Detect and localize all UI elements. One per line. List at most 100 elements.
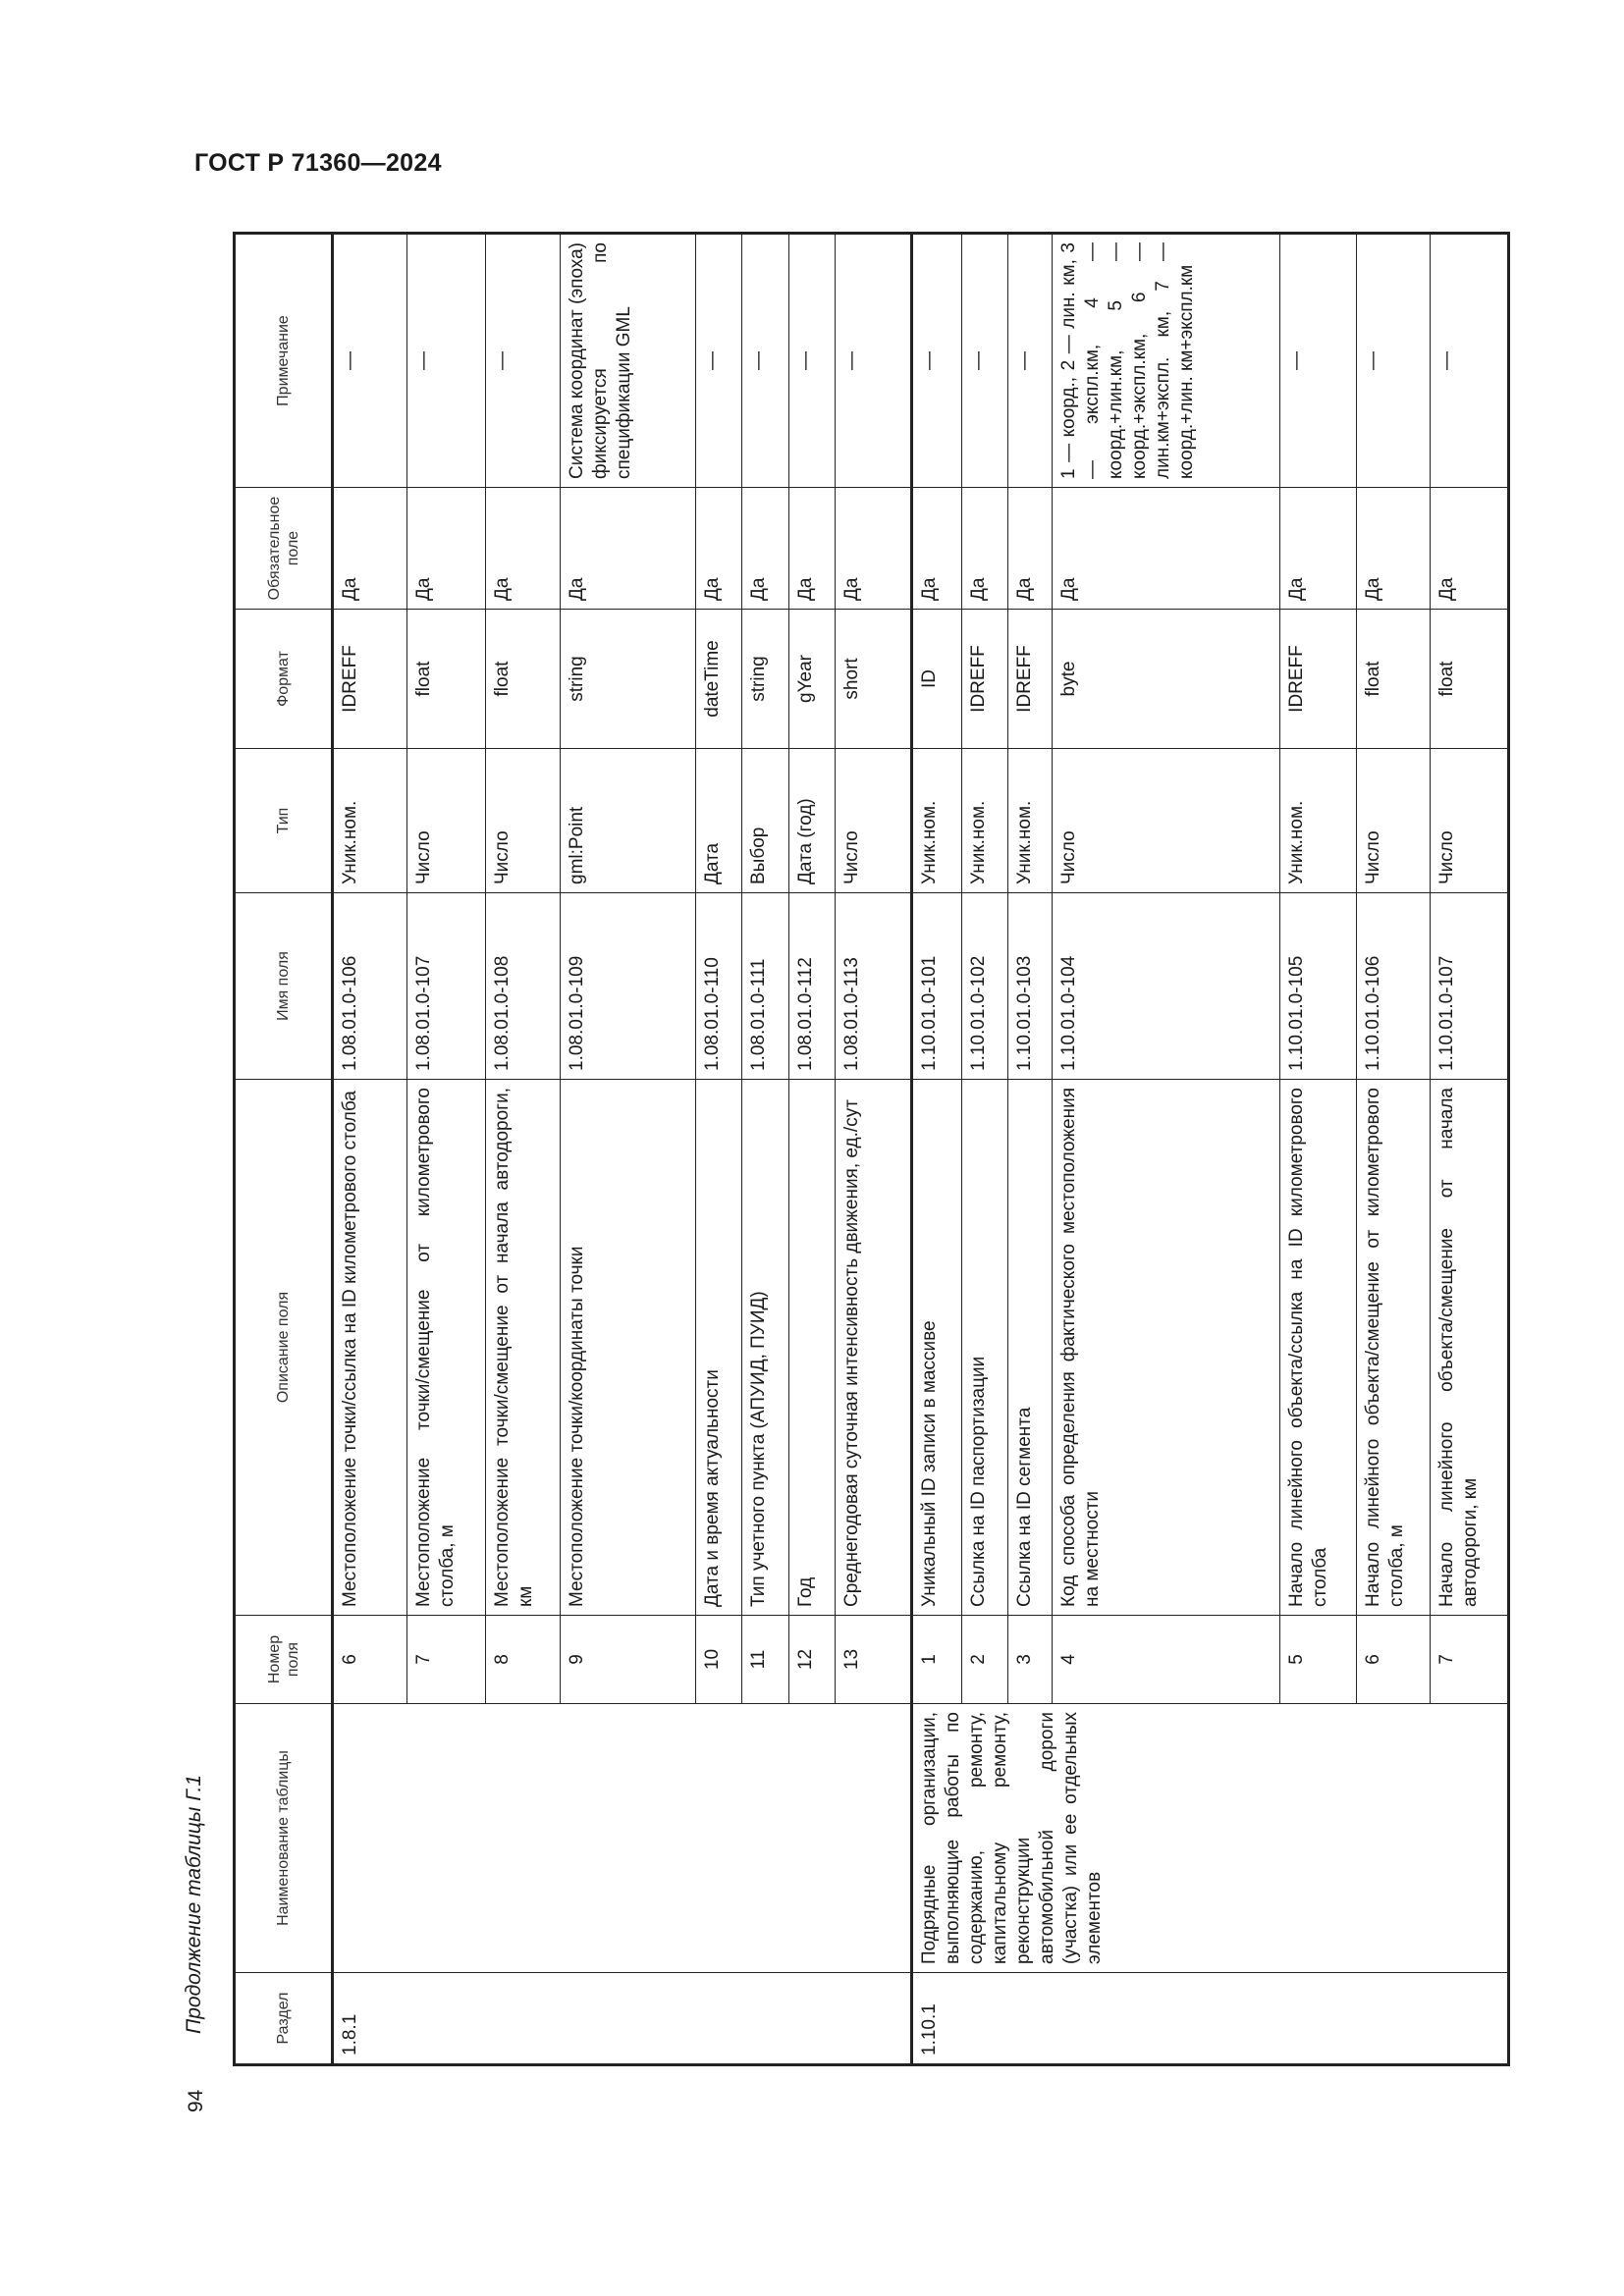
required-cell: Да [1279,487,1357,610]
rotated-table-container: Раздел Наименование таблицы Номер поля Опис… [233,232,1510,2066]
format-cell: byte [1052,609,1280,749]
column-header-note: Примечание [234,233,333,488]
required-cell: Да [485,487,561,610]
format-cell: IDREFF [1279,609,1357,749]
desc-cell: Местоположение точки/смещение от начала … [485,1079,561,1616]
note-cell: — [741,233,789,488]
desc-cell: Местоположение точки/ссылка на ID киломе… [332,1079,407,1616]
note-cell: — [695,233,742,488]
type-cell: Число [835,748,912,893]
format-cell: gYear [788,609,836,749]
field-cell: 1.10.01.0-105 [1279,892,1357,1080]
desc-cell: Код способа определения фактического мес… [1052,1079,1280,1616]
format-cell: dateTime [695,609,742,749]
column-header-field-name: Имя поля [234,892,333,1080]
type-cell: Уник.ном. [1279,748,1357,893]
field-cell: 1.08.01.0-110 [695,892,742,1080]
format-cell: float [406,609,486,749]
required-cell: Да [1052,487,1280,610]
num-cell: 7 [406,1615,486,1704]
type-cell: Число [406,748,486,893]
field-cell: 1.08.01.0-109 [560,892,696,1080]
num-cell: 6 [332,1615,407,1704]
field-cell: 1.10.01.0-107 [1430,892,1509,1080]
table-name-cell [332,1703,912,1973]
field-cell: 1.10.01.0-102 [961,892,1008,1080]
section-cell: 1.10.1 [911,1972,1509,2065]
required-cell: Да [788,487,836,610]
type-cell: gml:Point [560,748,696,893]
field-cell: 1.08.01.0-107 [406,892,486,1080]
desc-cell: Дата и время актуальности [695,1079,742,1616]
required-cell: Да [560,487,696,610]
num-cell: 4 [1052,1615,1280,1704]
field-cell: 1.08.01.0-112 [788,892,836,1080]
desc-cell: Ссылка на ID паспортизации [961,1079,1008,1616]
type-cell: Число [485,748,561,893]
format-cell: IDREFF [961,609,1008,749]
field-cell: 1.10.01.0-104 [1052,892,1280,1080]
format-cell: ID [911,609,962,749]
required-cell: Да [1430,487,1509,610]
num-cell: 6 [1356,1615,1431,1704]
format-cell: IDREFF [332,609,407,749]
page-number: 94 [185,2089,207,2112]
column-header-field-number: Номер поля [234,1615,333,1704]
desc-cell: Год [788,1079,836,1616]
note-cell: Система координат (эпоха) фиксируется по… [560,233,696,488]
note-cell: — [406,233,486,488]
format-cell: short [835,609,912,749]
type-cell: Уник.ном. [911,748,962,893]
note-cell: — [911,233,962,488]
required-cell: Да [741,487,789,610]
note-cell: — [332,233,407,488]
table-caption: Продолжение таблицы Г.1 [183,1774,205,2034]
desc-cell: Начало линейного объекта/смещение от нач… [1430,1079,1509,1616]
num-cell: 1 [911,1615,962,1704]
note-cell: — [788,233,836,488]
format-cell: float [1430,609,1509,749]
table-row: 1.8.1 6 Местоположение точки/ссылка на ID … [332,233,912,2065]
num-cell: 3 [1007,1615,1053,1704]
field-cell: 1.08.01.0-106 [332,892,407,1080]
desc-cell: Местоположение точки/координаты точки [560,1079,696,1616]
note-cell: — [485,233,561,488]
field-cell: 1.08.01.0-108 [485,892,561,1080]
required-cell: Да [1007,487,1053,610]
desc-cell: Начало линейного объекта/ссылка на ID ки… [1279,1079,1357,1616]
column-header-type: Тип [234,748,333,893]
field-cell: 1.10.01.0-101 [911,892,962,1080]
required-cell: Да [911,487,962,610]
format-cell: float [1356,609,1431,749]
num-cell: 7 [1430,1615,1509,1704]
type-cell: Число [1052,748,1280,893]
required-cell: Да [406,487,486,610]
section-cell: 1.8.1 [332,1972,912,2065]
desc-cell: Ссылка на ID сегмента [1007,1079,1053,1616]
header-row: Раздел Наименование таблицы Номер поля Опис… [234,233,333,2065]
note-cell: — [1356,233,1431,488]
type-cell: Число [1356,748,1431,893]
num-cell: 8 [485,1615,561,1704]
required-cell: Да [695,487,742,610]
note-cell: — [1279,233,1357,488]
type-cell: Число [1430,748,1509,893]
num-cell: 10 [695,1615,742,1704]
desc-cell: Уникальный ID записи в массиве [911,1079,962,1616]
num-cell: 11 [741,1615,789,1704]
num-cell: 2 [961,1615,1008,1704]
column-header-table-name: Наименование таблицы [234,1703,333,1973]
note-cell: — [961,233,1008,488]
desc-cell: Местоположение точки/смещение от километ… [406,1079,486,1616]
note-cell: — [1430,233,1509,488]
num-cell: 5 [1279,1615,1357,1704]
desc-cell: Начало линейного объекта/смещение от кил… [1356,1079,1431,1616]
type-cell: Дата (год) [788,748,836,893]
field-cell: 1.08.01.0-111 [741,892,789,1080]
column-header-section: Раздел [234,1972,333,2065]
note-cell: — [835,233,912,488]
field-cell: 1.08.01.0-113 [835,892,912,1080]
format-cell: string [741,609,789,749]
format-cell: string [560,609,696,749]
num-cell: 9 [560,1615,696,1704]
